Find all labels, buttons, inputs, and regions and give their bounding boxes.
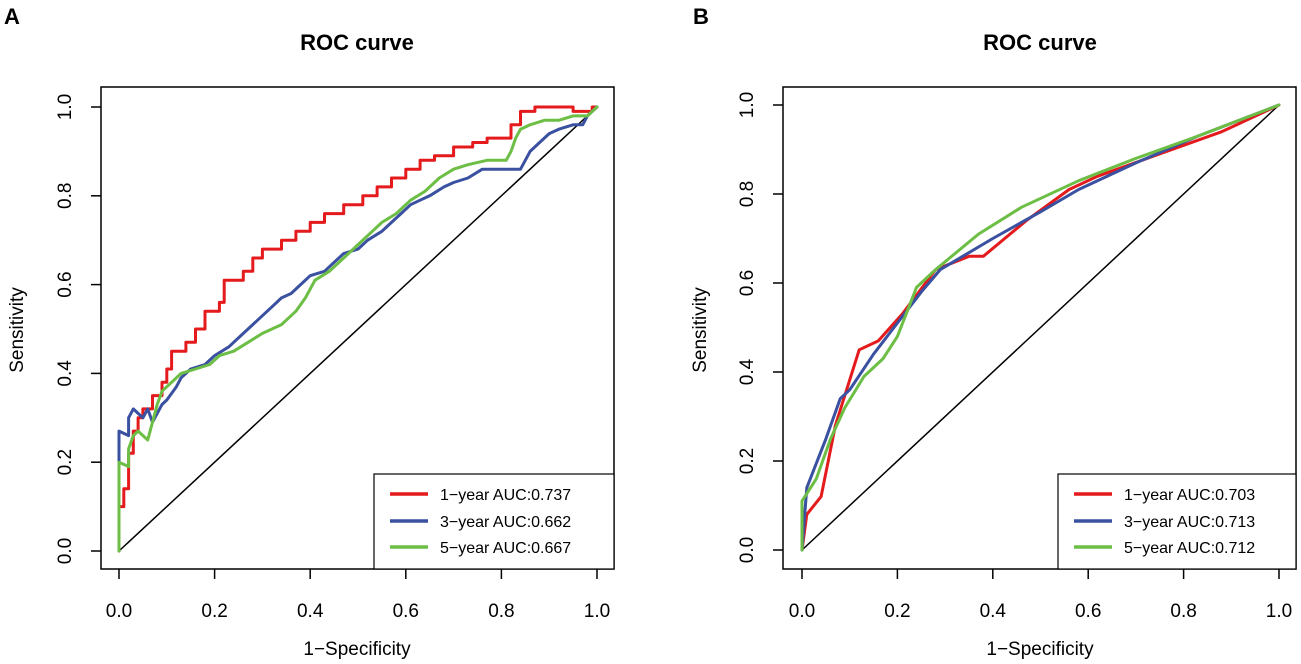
panel-a-y-tick-label: 0.4 <box>55 360 76 387</box>
panel-b-y-tick-label: 0.2 <box>737 448 758 474</box>
panel-a-x-tick-label: 0.2 <box>201 601 227 622</box>
panel-b-reference-diagonal <box>801 104 1280 551</box>
panel-a-legend-label-3: 5−year AUC:0.667 <box>440 540 571 557</box>
panel-b-x-tick-label: 1.0 <box>1266 601 1292 622</box>
panel-a-x-tick-label: 0.8 <box>488 601 514 622</box>
panel-b-axes: 0.0 0.2 0.4 0.6 0.8 1.0 0.0 0.2 0.4 0.6 0.8 1.0 <box>737 92 1292 622</box>
panel-b-x-axis-title: 1−Specificity <box>986 639 1094 660</box>
panel-b-title: ROC curve <box>983 30 1097 55</box>
panel-a-axes: 0.0 0.2 0.4 0.6 0.8 1.0 0.0 0.2 0.4 0.6 0.8 1.0 <box>55 94 610 622</box>
panel-b-legend-label-2: 3−year AUC:0.713 <box>1124 514 1255 531</box>
panel-b-y-tick-label: 0.0 <box>737 537 758 563</box>
panel-a-legend-label-2: 3−year AUC:0.662 <box>440 514 571 531</box>
panel-b-legend-label-1: 1−year AUC:0.703 <box>1124 487 1255 504</box>
panel-a-series-five-year-line <box>117 105 599 553</box>
panel-b: B ROC curve 0.0 0.2 0.4 0.6 0.8 1.00.00.20.40… <box>690 4 1297 660</box>
panel-a-x-tick-label: 0.4 <box>297 601 324 622</box>
panel-b-series-five-year-line <box>800 103 1281 552</box>
panel-a-y-axis-title: Sensitivity <box>7 287 28 373</box>
panel-a-y-tick-label: 0.6 <box>55 271 76 297</box>
panel-b-x-tick-label: 0.0 <box>789 601 815 622</box>
panel-a-legend: 1−year AUC:0.737 3−year AUC:0.662 5−year… <box>373 473 615 570</box>
panel-a-reference-diagonal <box>118 106 598 552</box>
panel-b-x-tick-label: 0.8 <box>1170 601 1196 622</box>
panel-a-title: ROC curve <box>300 30 414 55</box>
panel-b-label: B <box>693 4 709 29</box>
panel-a-y-tick-label: 0.8 <box>55 183 76 209</box>
panel-b-legend: 1−year AUC:0.703 3−year AUC:0.713 5−year… <box>1057 473 1297 570</box>
panel-a-x-tick-label: 0.6 <box>393 601 419 622</box>
panel-a-y-tick-label: 0.0 <box>55 538 76 564</box>
panel-a-y-tick-label: 1.0 <box>55 94 76 120</box>
panel-a-legend-label-1: 1−year AUC:0.737 <box>440 487 571 504</box>
panel-a-x-axis-title: 1−Specificity <box>303 639 411 660</box>
panel-b-x-tick-label: 0.2 <box>884 601 910 622</box>
panel-b-y-tick-label: 1.0 <box>737 92 758 118</box>
panel-a-x-tick-label: 0.0 <box>106 601 132 622</box>
panel-b-x-tick-label: 0.4 <box>980 601 1007 622</box>
panel-b-x-tick-label: 0.6 <box>1075 601 1101 622</box>
panel-b-y-axis-title: Sensitivity <box>690 287 711 373</box>
panel-b-plot-frame <box>782 86 1297 570</box>
panel-a-label: A <box>4 4 20 29</box>
panel-a-series-one-year-line <box>117 105 599 553</box>
panel-a-plot-area <box>117 105 599 553</box>
panel-b-series-three-year-line <box>800 103 1281 552</box>
panel-a-x-tick-label: 1.0 <box>584 601 610 622</box>
panel-b-plot-area <box>800 103 1281 552</box>
panel-a-series-three-year-line <box>117 105 599 553</box>
panel-b-y-tick-label: 0.8 <box>737 181 758 207</box>
panel-b-y-tick-label: 0.4 <box>737 358 758 385</box>
panel-a-y-tick-label: 0.2 <box>55 449 76 475</box>
panel-b-y-tick-label: 0.6 <box>737 270 758 296</box>
panel-a: A ROC curve 0.0 0.2 0.4 0.6 0.8 1.00.00.20.40… <box>4 4 615 660</box>
panel-b-legend-label-3: 5−year AUC:0.712 <box>1124 540 1255 557</box>
panel-a-plot-frame <box>100 86 615 570</box>
